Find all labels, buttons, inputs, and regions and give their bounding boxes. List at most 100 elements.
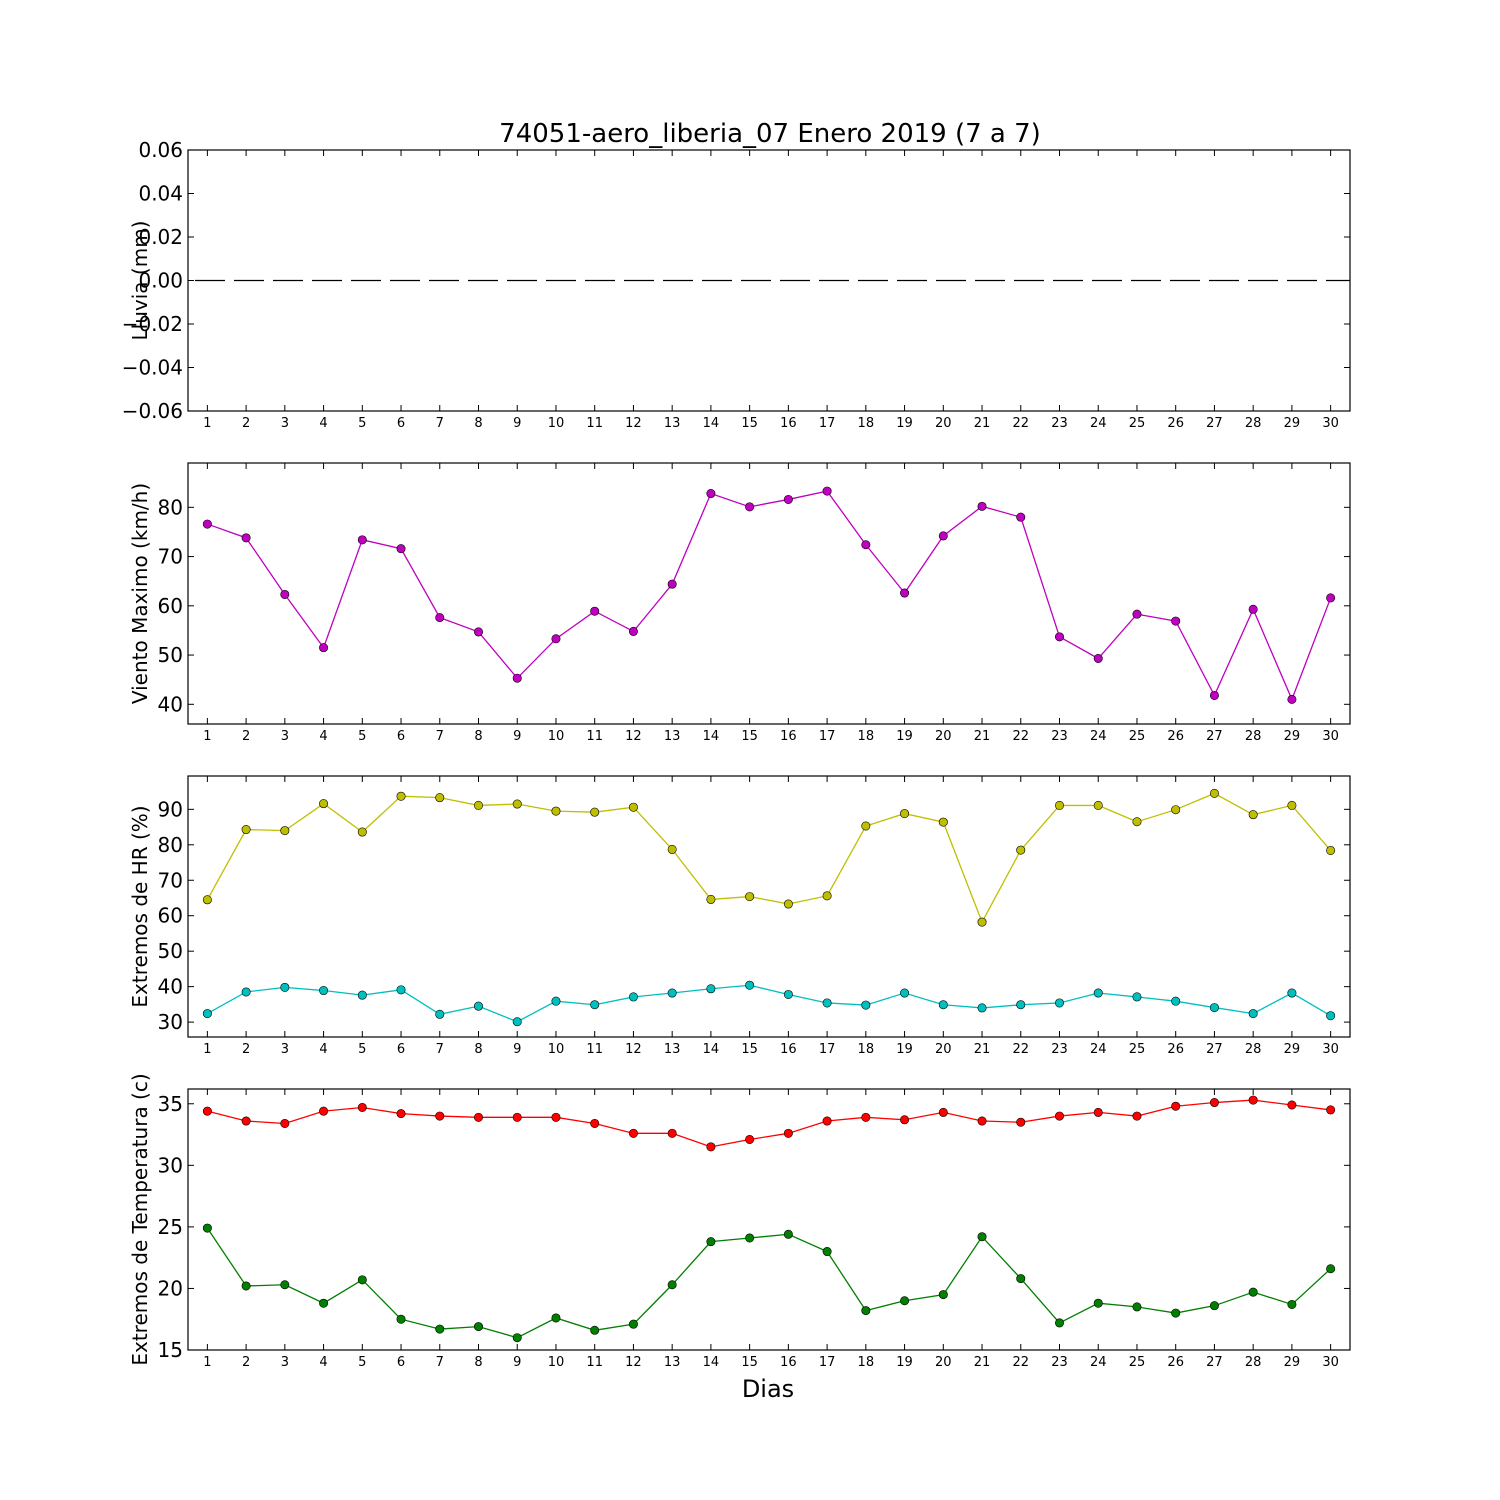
data-point bbox=[1132, 609, 1142, 619]
x-tick-label: 3 bbox=[281, 416, 289, 431]
x-tick-label: 30 bbox=[1322, 729, 1339, 744]
y-tick-label: 0.00 bbox=[138, 269, 183, 293]
x-tick-label: 20 bbox=[935, 729, 952, 744]
x-tick-label: 19 bbox=[896, 416, 913, 431]
data-point bbox=[202, 519, 212, 529]
data-point bbox=[280, 589, 290, 599]
x-tick-label: 28 bbox=[1245, 1042, 1262, 1057]
data-point bbox=[280, 826, 290, 836]
x-tick-label: 16 bbox=[780, 416, 797, 431]
data-point bbox=[861, 821, 871, 831]
x-tick-label: 27 bbox=[1206, 1355, 1223, 1370]
data-point bbox=[319, 799, 329, 809]
data-point bbox=[628, 1319, 638, 1329]
data-point bbox=[628, 802, 638, 812]
data-point bbox=[1055, 1111, 1065, 1121]
data-point bbox=[319, 986, 329, 996]
y-tick-label: 0.06 bbox=[138, 138, 183, 162]
x-tick-label: 26 bbox=[1167, 416, 1184, 431]
x-tick-label: 24 bbox=[1090, 729, 1107, 744]
data-point bbox=[1209, 690, 1219, 700]
x-tick-label: 12 bbox=[625, 416, 642, 431]
data-point bbox=[1287, 1299, 1297, 1309]
x-tick-label: 6 bbox=[397, 416, 405, 431]
x-tick-label: 29 bbox=[1284, 1355, 1301, 1370]
x-tick-label: 11 bbox=[586, 729, 603, 744]
data-point bbox=[1209, 1003, 1219, 1013]
x-tick-label: 30 bbox=[1322, 1355, 1339, 1370]
data-point bbox=[357, 827, 367, 837]
data-point bbox=[1171, 616, 1181, 626]
data-point bbox=[822, 891, 832, 901]
data-point bbox=[319, 1106, 329, 1116]
x-tick-label: 5 bbox=[358, 1355, 366, 1370]
x-tick-label: 22 bbox=[1012, 729, 1029, 744]
x-tick-label: 4 bbox=[319, 1355, 327, 1370]
x-tick-label: 25 bbox=[1129, 729, 1146, 744]
data-point bbox=[783, 1229, 793, 1239]
x-tick-label: 1 bbox=[203, 416, 211, 431]
data-point bbox=[280, 982, 290, 992]
data-point bbox=[1209, 788, 1219, 798]
x-tick-label: 11 bbox=[586, 1355, 603, 1370]
data-point bbox=[551, 1313, 561, 1323]
data-point bbox=[706, 1142, 716, 1152]
y-tick-label: 0.02 bbox=[138, 225, 183, 249]
data-point bbox=[1016, 1117, 1026, 1127]
data-point bbox=[822, 998, 832, 1008]
data-point bbox=[1209, 1098, 1219, 1108]
x-tick-label: 22 bbox=[1012, 1042, 1029, 1057]
y-tick-label: 40 bbox=[158, 692, 183, 716]
data-point bbox=[396, 985, 406, 995]
data-point bbox=[1171, 1101, 1181, 1111]
data-point bbox=[1093, 1107, 1103, 1117]
x-tick-label: 24 bbox=[1090, 416, 1107, 431]
data-point bbox=[280, 1118, 290, 1128]
data-point bbox=[783, 899, 793, 909]
x-tick-label: 28 bbox=[1245, 729, 1262, 744]
plot-frame bbox=[187, 1088, 1351, 1351]
data-point bbox=[1055, 998, 1065, 1008]
x-tick-label: 11 bbox=[586, 416, 603, 431]
data-point bbox=[938, 1107, 948, 1117]
y-tick-label: −0.06 bbox=[122, 399, 183, 423]
data-point bbox=[473, 800, 483, 810]
x-tick-label: 23 bbox=[1051, 729, 1068, 744]
data-point bbox=[357, 990, 367, 1000]
x-tick-label: 26 bbox=[1167, 1355, 1184, 1370]
x-tick-label: 5 bbox=[358, 416, 366, 431]
data-point bbox=[1132, 817, 1142, 827]
x-tick-label: 24 bbox=[1090, 1355, 1107, 1370]
x-tick-label: 6 bbox=[397, 729, 405, 744]
data-point bbox=[396, 544, 406, 554]
x-tick-label: 17 bbox=[819, 729, 836, 744]
data-point bbox=[319, 643, 329, 653]
data-point bbox=[1248, 1287, 1258, 1297]
x-tick-label: 10 bbox=[548, 416, 565, 431]
data-point bbox=[396, 1109, 406, 1119]
data-point bbox=[1248, 1009, 1258, 1019]
data-point bbox=[1326, 1264, 1336, 1274]
x-tick-label: 13 bbox=[664, 1042, 681, 1057]
x-tick-label: 9 bbox=[513, 1042, 521, 1057]
x-tick-label: 20 bbox=[935, 1042, 952, 1057]
data-point bbox=[1248, 810, 1258, 820]
data-point bbox=[900, 588, 910, 598]
data-point bbox=[202, 1106, 212, 1116]
data-point bbox=[745, 1233, 755, 1243]
x-tick-label: 15 bbox=[741, 729, 758, 744]
data-point bbox=[861, 1306, 871, 1316]
x-tick-label: 14 bbox=[703, 416, 720, 431]
data-point bbox=[667, 579, 677, 589]
data-point bbox=[861, 1000, 871, 1010]
x-tick-label: 7 bbox=[436, 416, 444, 431]
x-tick-label: 20 bbox=[935, 416, 952, 431]
data-point bbox=[1171, 1308, 1181, 1318]
data-point bbox=[1326, 593, 1336, 603]
x-tick-label: 22 bbox=[1012, 416, 1029, 431]
data-point bbox=[938, 531, 948, 541]
x-tick-label: 29 bbox=[1284, 1042, 1301, 1057]
panel-1: −0.06−0.04−0.020.000.020.040.061 2 3 4 5 6 7 8 9… bbox=[122, 138, 1351, 431]
series-line bbox=[206, 1227, 1332, 1339]
x-tick-label: 19 bbox=[896, 1042, 913, 1057]
